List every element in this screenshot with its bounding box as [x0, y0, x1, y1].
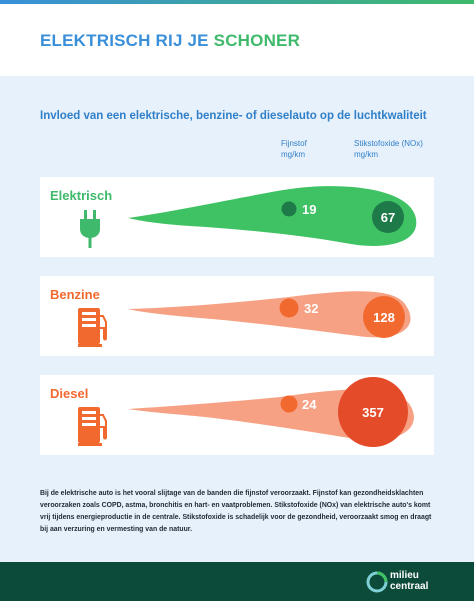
plume-shape — [128, 291, 411, 338]
card-label-diesel: Diesel — [50, 386, 89, 401]
nox-bubble — [363, 296, 405, 338]
plume-benzine: 32 128 — [128, 291, 411, 338]
page-title: ELEKTRISCH RIJ JE SCHONER — [40, 31, 300, 51]
fijnstof-value: 24 — [302, 397, 317, 412]
card-diesel: 24 357 Diesel — [40, 375, 434, 455]
header: ELEKTRISCH RIJ JE SCHONER — [0, 4, 474, 76]
nox-value: 67 — [381, 210, 395, 225]
footer-text: Bij de elektrische auto is het vooral sl… — [40, 490, 432, 533]
fuel-pump-icon — [78, 407, 107, 446]
plug-icon — [80, 210, 100, 248]
fijnstof-bubble — [281, 201, 297, 217]
card-label-benzine: Benzine — [50, 287, 100, 302]
card-label-elektrisch: Elektrisch — [50, 188, 113, 203]
logo-line1: milieu — [390, 570, 419, 581]
page-title-part2: SCHONER — [213, 31, 301, 50]
plume-shape — [128, 186, 417, 246]
subtitle: Invloed van een elektrische, benzine- of… — [40, 110, 427, 122]
fijnstof-value: 32 — [304, 301, 318, 316]
column-header-nox-line1: Stikstofoxide (NOx) — [354, 139, 423, 148]
milieu-centraal-logo-icon — [366, 571, 388, 593]
card-elektrisch: 19 67 Elektrisch — [40, 177, 434, 257]
logo-line2: centraal — [390, 581, 429, 592]
fuel-pump-icon — [78, 308, 107, 347]
nox-value: 357 — [362, 405, 384, 420]
column-header-nox: Stikstofoxide (NOx) mg/km — [354, 138, 423, 160]
fijnstof-bubble — [280, 395, 298, 413]
nox-value: 128 — [373, 310, 395, 325]
plume-elektrisch: 19 67 — [128, 186, 417, 246]
bottom-bar — [0, 562, 474, 601]
plume-diesel: 24 357 — [128, 377, 414, 447]
nox-bubble — [372, 201, 404, 233]
column-header-fijnstof-line1: Fijnstof — [281, 139, 307, 148]
card-benzine: 32 128 Benzine — [40, 276, 434, 356]
column-header-nox-line2: mg/km — [354, 150, 378, 159]
column-header-fijnstof: Fijnstof mg/km — [281, 138, 307, 160]
logo-text: milieu centraal — [390, 570, 428, 592]
fijnstof-bubble — [279, 298, 299, 318]
column-header-fijnstof-line2: mg/km — [281, 150, 305, 159]
top-accent-bar — [0, 0, 474, 4]
page-title-part1: ELEKTRISCH RIJ JE — [40, 31, 209, 50]
fijnstof-value: 19 — [302, 202, 316, 217]
nox-bubble — [338, 377, 408, 447]
